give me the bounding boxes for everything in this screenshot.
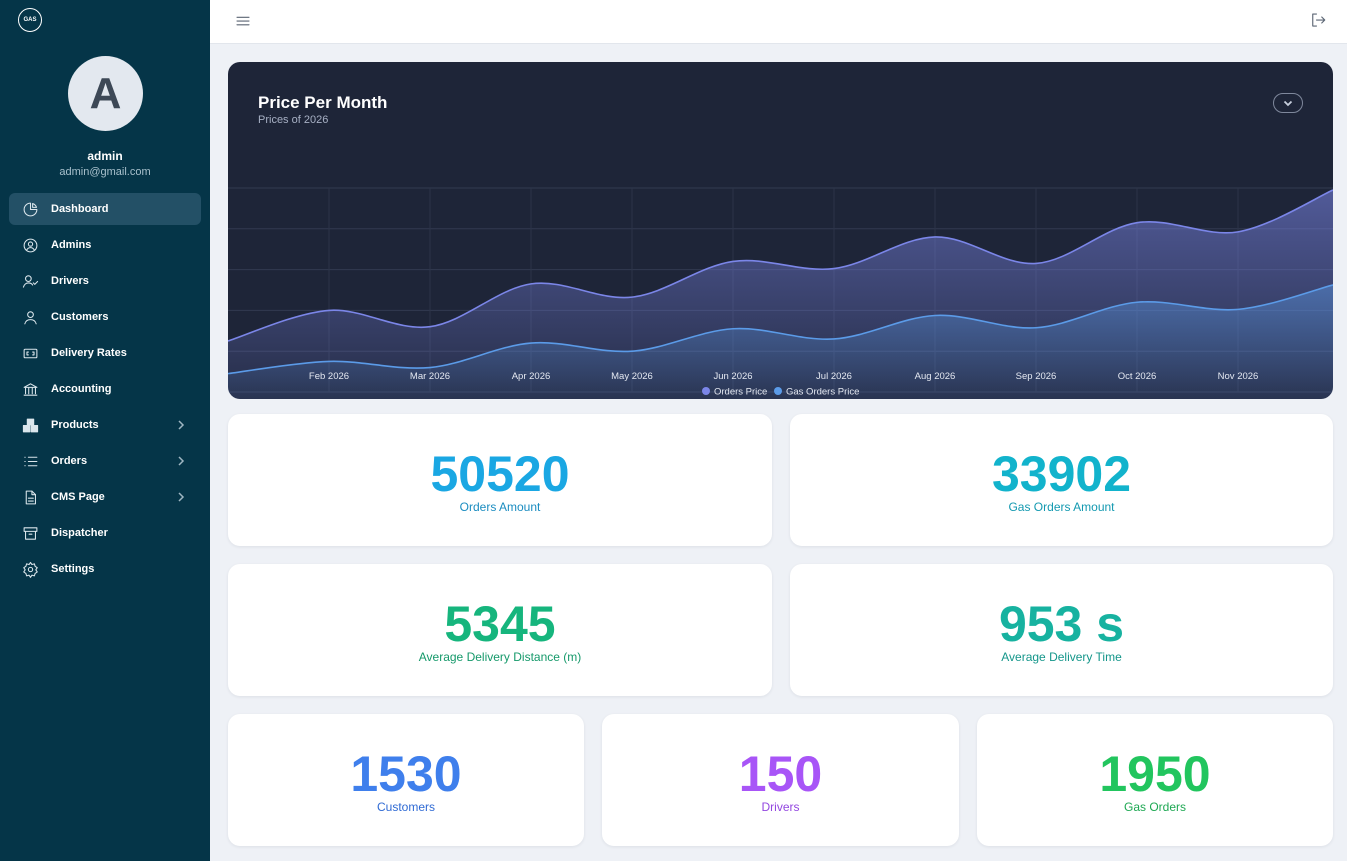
avatar-initial: A (89, 68, 122, 118)
series-line-gas-orders-price[interactable] (228, 284, 1333, 375)
stat-label: Average Delivery Distance (m) (418, 650, 582, 664)
brand-logo[interactable]: GAS (18, 8, 42, 32)
logout-icon[interactable] (1309, 11, 1327, 29)
sidebar-item-label: Dashboard (51, 203, 109, 215)
x-tick-label: Apr 2026 (512, 371, 551, 382)
sidebar: GAS A admin admin@gmail.com Dashboard Ad… (0, 0, 210, 861)
sidebar-item-label: Drivers (51, 275, 89, 287)
sidebar-item-label: CMS Page (51, 491, 105, 503)
x-tick-label: Aug 2026 (915, 371, 956, 382)
stat-card-customers: 1530 Customers (228, 714, 584, 846)
chart-subtitle: Prices of 2026 (258, 114, 329, 126)
logo-text: GAS (23, 17, 37, 23)
sidebar-item-delivery-rates[interactable]: Delivery Rates (9, 337, 201, 369)
document-icon (21, 488, 39, 506)
hamburger-icon[interactable] (234, 12, 252, 30)
stat-value: 150 (738, 746, 823, 802)
sidebar-item-label: Dispatcher (51, 527, 108, 539)
x-tick-label: Mar 2026 (410, 371, 450, 382)
stat-value: 953 s (998, 596, 1125, 652)
user-name: admin (87, 149, 123, 163)
sidebar-item-label: Orders (51, 455, 88, 467)
sidebar-item-dispatcher[interactable]: Dispatcher (9, 517, 201, 549)
chart-menu-button[interactable] (1273, 93, 1303, 113)
stat-card-average-delivery-distance: 5345 Average Delivery Distance (m) (228, 564, 772, 696)
x-tick-label: Nov 2026 (1218, 371, 1259, 382)
price-chart-card: Feb 2026 Mar 2026 Apr 2026 May 2026 Jun 2026… (228, 62, 1333, 399)
money-icon (21, 344, 39, 362)
list-icon (21, 452, 39, 470)
user-circle-icon (21, 236, 39, 254)
stat-card-average-delivery-time: 953 s Average Delivery Time (790, 564, 1333, 696)
archive-icon (21, 524, 39, 542)
x-tick-label: Feb 2026 (309, 371, 349, 382)
x-tick-label: Jul 2026 (816, 371, 852, 382)
stat-value: 50520 (430, 446, 570, 502)
stat-card-orders-amount: 50520 Orders Amount (228, 414, 772, 546)
gear-icon (21, 560, 39, 578)
legend-label[interactable]: Gas Orders Price (786, 387, 859, 398)
sidebar-item-orders[interactable]: Orders (9, 445, 201, 477)
sidebar-item-label: Admins (51, 239, 92, 251)
chart-title: Price Per Month (258, 93, 388, 112)
sidebar-item-drivers[interactable]: Drivers (9, 265, 201, 297)
price-chart: Feb 2026 Mar 2026 Apr 2026 May 2026 Jun 2026… (228, 187, 1333, 399)
sidebar-item-label: Accounting (51, 383, 112, 395)
sidebar-item-label: Delivery Rates (51, 347, 127, 359)
stat-label: Gas Orders (1123, 800, 1186, 814)
sidebar-item-label: Customers (51, 311, 109, 323)
sidebar-item-cms-page[interactable]: CMS Page (9, 481, 201, 513)
user-icon (21, 308, 39, 326)
legend-marker[interactable] (702, 387, 710, 395)
chevron-right-icon (175, 455, 187, 467)
topbar (210, 0, 1347, 44)
legend-marker[interactable] (774, 387, 782, 395)
legend-label[interactable]: Orders Price (714, 387, 767, 398)
sidebar-nav: Dashboard Admins Drivers Customers Deliv… (9, 193, 201, 589)
chevron-right-icon (175, 491, 187, 503)
stat-card-drivers: 150 Drivers (602, 714, 959, 846)
sidebar-item-dashboard[interactable]: Dashboard (9, 193, 201, 225)
user-check-icon (21, 272, 39, 290)
stat-card-gas-orders-amount: 33902 Gas Orders Amount (790, 414, 1333, 546)
stat-label: Customers (376, 800, 435, 814)
user-email: admin@gmail.com (59, 166, 151, 178)
series-area-gas-orders-price (228, 284, 1333, 399)
x-tick-label: May 2026 (611, 371, 653, 382)
series-line-orders-price[interactable] (228, 189, 1333, 342)
stat-label: Gas Orders Amount (1008, 500, 1115, 514)
sidebar-item-label: Settings (51, 563, 95, 575)
x-tick-label: Jun 2026 (713, 371, 752, 382)
stat-label: Orders Amount (459, 500, 541, 514)
sidebar-item-settings[interactable]: Settings (9, 553, 201, 585)
stat-label: Average Delivery Time (1001, 650, 1122, 664)
pie-chart-icon (21, 200, 39, 218)
sidebar-item-admins[interactable]: Admins (9, 229, 201, 261)
x-tick-label: Sep 2026 (1016, 371, 1057, 382)
boxes-icon (21, 416, 39, 434)
x-tick-label: Oct 2026 (1118, 371, 1157, 382)
stat-value: 1530 (350, 746, 462, 802)
bank-icon (21, 380, 39, 398)
stat-card-gas-orders: 1950 Gas Orders (977, 714, 1333, 846)
sidebar-item-customers[interactable]: Customers (9, 301, 201, 333)
sidebar-item-products[interactable]: Products (9, 409, 201, 441)
stat-value: 5345 (444, 596, 556, 652)
stat-label: Drivers (761, 800, 800, 814)
chevron-right-icon (175, 419, 187, 431)
sidebar-item-accounting[interactable]: Accounting (9, 373, 201, 405)
avatar: A (68, 56, 143, 131)
stat-value: 33902 (991, 446, 1132, 502)
chevron-down-icon (1283, 100, 1293, 107)
sidebar-item-label: Products (51, 419, 99, 431)
stat-value: 1950 (1099, 746, 1211, 802)
